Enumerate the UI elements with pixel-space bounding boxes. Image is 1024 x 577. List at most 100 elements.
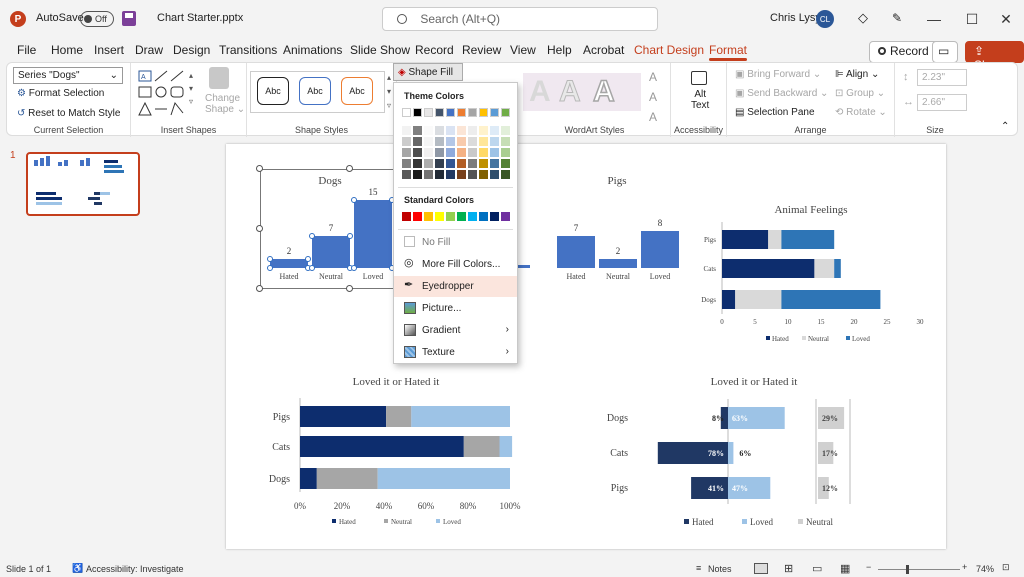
theme-color-shade[interactable] [435,126,444,135]
theme-color-shade[interactable] [424,137,433,146]
picture-item[interactable]: Picture... [394,298,517,319]
notes-button[interactable]: Notes [708,564,732,574]
zoom-in-icon[interactable]: + [962,562,968,572]
shape-style-1[interactable]: Abc [257,77,289,105]
theme-color-shade[interactable] [479,137,488,146]
theme-color-shade[interactable] [501,126,510,135]
theme-color-swatch[interactable] [424,108,433,117]
chart-pigs[interactable]: Pigs 7 Hated 2 Neutral 8 Loved [518,169,710,289]
theme-color-shade[interactable] [424,170,433,179]
theme-color-shade[interactable] [413,126,422,135]
standard-color-swatch[interactable] [413,212,422,221]
theme-color-shade[interactable] [424,148,433,157]
bar-loved[interactable] [354,200,392,268]
avatar[interactable]: CL [816,10,834,28]
width-field[interactable]: 2.66" [917,94,967,111]
zoom-out-icon[interactable]: − [866,562,872,572]
tab-record[interactable]: Record [415,43,454,57]
tab-acrobat[interactable]: Acrobat [583,43,625,57]
theme-color-swatch[interactable] [402,108,411,117]
shapes-gallery[interactable]: A [137,69,197,117]
tab-animations[interactable]: Animations [283,43,343,57]
theme-color-shade[interactable] [435,137,444,146]
resize-handle[interactable] [256,225,263,232]
shapes-scroll[interactable]: ▴ ▾ ▿ [189,71,194,106]
shape-style-2[interactable]: Abc [299,77,331,105]
resize-handle[interactable] [256,285,263,292]
format-selection-button[interactable]: ⚙ Format Selection [17,88,104,99]
theme-color-shade[interactable] [424,126,433,135]
theme-color-shade[interactable] [479,126,488,135]
resize-handle[interactable] [256,165,263,172]
maximize-button[interactable]: ☐ [965,11,979,27]
theme-color-shade[interactable] [446,170,455,179]
theme-color-swatch[interactable] [446,108,455,117]
selection-handle[interactable] [267,265,273,271]
theme-color-shade[interactable] [501,148,510,157]
diamond-icon[interactable]: ◇ [858,10,868,25]
selection-handle[interactable] [351,197,357,203]
theme-color-swatch[interactable] [457,108,466,117]
theme-color-shade[interactable] [501,159,510,168]
fit-slide-icon[interactable]: ⊡ [1002,562,1010,572]
shape-style-3[interactable]: Abc [341,77,373,105]
standard-color-swatch[interactable] [402,212,411,221]
theme-color-swatch[interactable] [479,108,488,117]
tab-home[interactable]: Home [51,43,84,57]
theme-color-swatch[interactable] [468,108,477,117]
standard-color-swatch[interactable] [501,212,510,221]
theme-color-shade[interactable] [457,137,466,146]
share-button[interactable]: ⇪ Share [965,41,1024,72]
theme-color-swatch[interactable] [501,108,510,117]
theme-color-shade[interactable] [490,159,499,168]
theme-color-swatch[interactable] [435,108,444,117]
theme-color-shade[interactable] [435,148,444,157]
selection-handle[interactable] [309,233,315,240]
selection-handle[interactable] [267,255,273,262]
search-box[interactable]: Search (Alt+Q) [382,7,658,31]
close-button[interactable]: ✕ [1000,11,1012,27]
reset-style-button[interactable]: ↺ Reset to Match Style [17,108,120,119]
group-button[interactable]: ⊡ Group ⌄ [835,88,886,99]
theme-color-shade[interactable] [501,170,510,179]
resize-handle[interactable] [346,165,353,172]
bar-neutral[interactable] [312,236,350,268]
theme-color-shade[interactable] [446,126,455,135]
standard-color-swatch[interactable] [424,212,433,221]
theme-color-shade[interactable] [435,159,444,168]
selection-handle[interactable] [309,265,315,271]
minimize-button[interactable]: — [927,11,941,27]
selection-handle[interactable] [347,233,353,240]
theme-color-shade[interactable] [413,159,422,168]
tab-file[interactable]: File [17,43,37,57]
tab-slide-show[interactable]: Slide Show [350,43,411,57]
bring-forward-button[interactable]: ▣ Bring Forward ⌄ [735,69,822,80]
theme-color-shade[interactable] [457,170,466,179]
wordart-style-3[interactable]: A [592,74,615,109]
align-button[interactable]: ⊫ Align ⌄ [835,69,880,80]
theme-color-shade[interactable] [446,159,455,168]
slide-thumbnail[interactable] [26,152,140,216]
wordart-style-2[interactable]: A [559,75,582,109]
theme-color-shade[interactable] [413,137,422,146]
bar-hated[interactable] [557,235,595,268]
theme-color-shade[interactable] [402,148,411,157]
tab-help[interactable]: Help [547,43,572,57]
bar-loved[interactable] [641,231,679,268]
theme-color-shade[interactable] [413,170,422,179]
alt-text-button[interactable]: Alt Text [691,89,710,111]
reading-view-icon[interactable]: ▭ [812,563,823,575]
theme-color-shade[interactable] [457,148,466,157]
tab-design[interactable]: Design [173,43,211,57]
standard-color-swatch[interactable] [490,212,499,221]
chart-loved-hated-diverging[interactable]: Loved it or Hated it Dogs 8% 63% 29% Cats 78%… [586,374,916,534]
theme-color-shade[interactable] [468,170,477,179]
normal-view-icon[interactable] [754,563,768,574]
standard-color-swatch[interactable] [446,212,455,221]
autosave-toggle[interactable]: Off [80,11,114,27]
theme-color-shade[interactable] [402,126,411,135]
theme-color-shade[interactable] [402,159,411,168]
collapse-ribbon-icon[interactable]: ⌃ [1001,121,1010,132]
theme-color-shade[interactable] [468,137,477,146]
chart-loved-hated-100[interactable]: Loved it or Hated it Pigs Cats Dogs 0% 20% 40… [246,374,546,534]
